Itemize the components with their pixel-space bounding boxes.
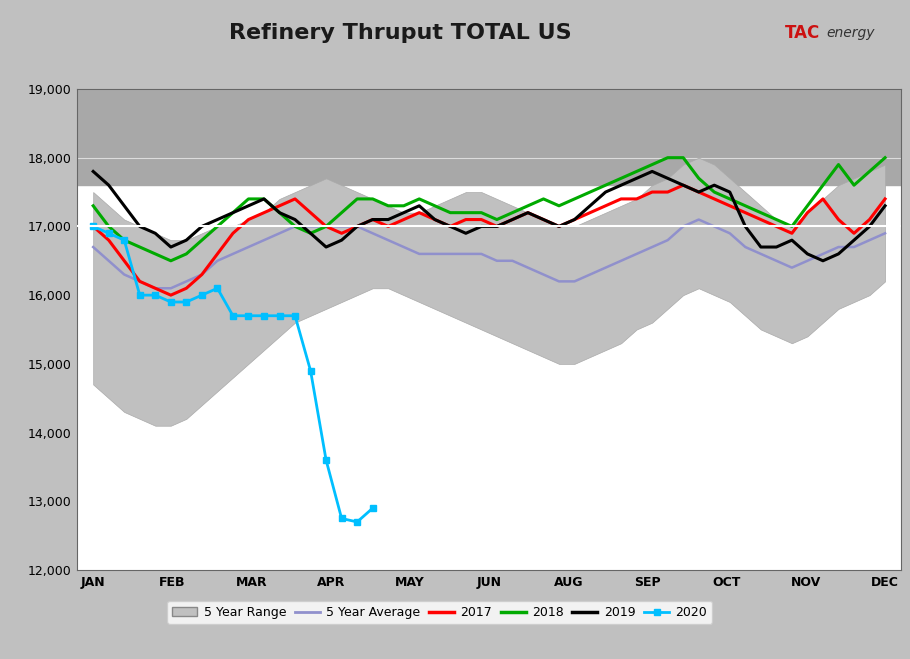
Text: energy: energy (826, 26, 875, 40)
Legend: 5 Year Range, 5 Year Average, 2017, 2018, 2019, 2020: 5 Year Range, 5 Year Average, 2017, 2018… (167, 601, 713, 624)
Text: TAC: TAC (784, 24, 820, 42)
Bar (77, 20, 901, 185)
Text: Refinery Thruput TOTAL US: Refinery Thruput TOTAL US (229, 23, 571, 43)
